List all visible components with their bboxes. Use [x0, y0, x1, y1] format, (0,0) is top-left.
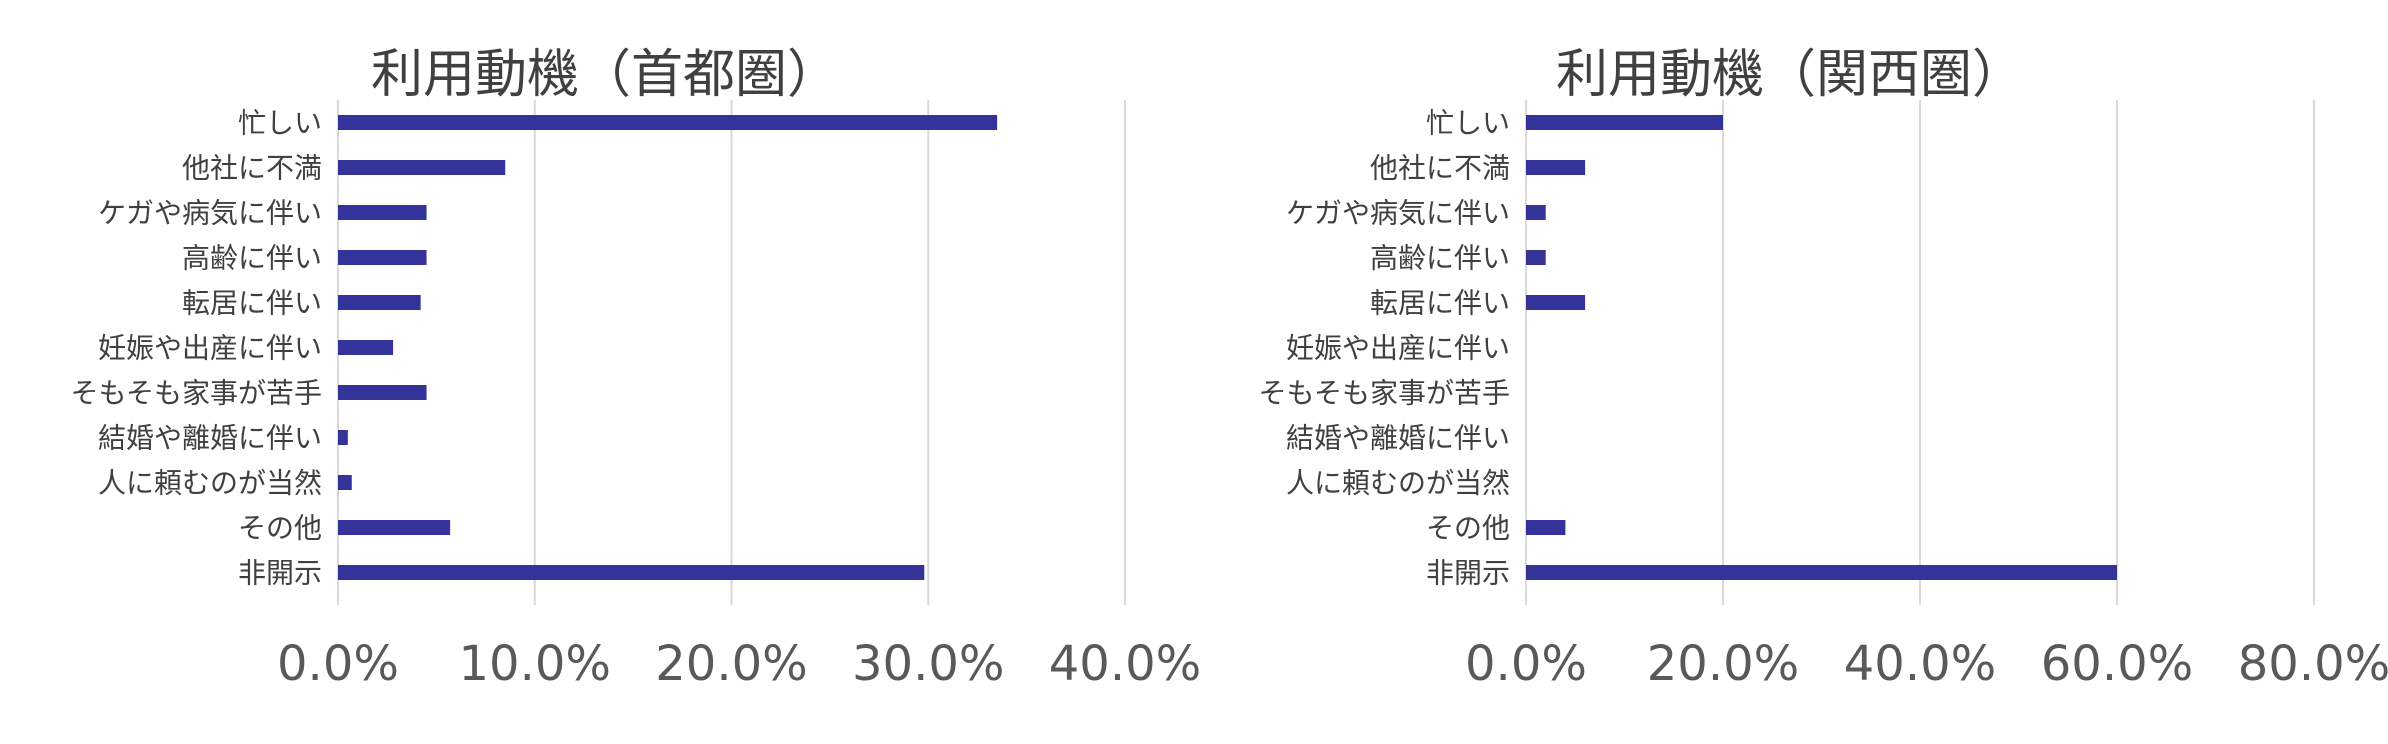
- category-label: 人に頼むのが当然: [1286, 467, 1510, 500]
- chart-title: 利用動機（首都圏）: [371, 45, 839, 105]
- bar: [338, 475, 352, 490]
- category-label: その他: [238, 512, 322, 545]
- category-label: ケガや病気に伴い: [98, 197, 322, 230]
- category-label: 妊娠や出産に伴い: [1286, 332, 1510, 365]
- bar: [1526, 250, 1546, 265]
- category-label: 結婚や離婚に伴い: [98, 422, 322, 455]
- bar: [1526, 565, 2117, 580]
- bar: [338, 205, 427, 220]
- category-label: 転居に伴い: [1370, 287, 1510, 320]
- category-label: 妊娠や出産に伴い: [98, 332, 322, 365]
- bar: [1526, 115, 1723, 130]
- bar: [1526, 520, 1566, 535]
- bar: [338, 295, 421, 310]
- x-tick-label: 10.0%: [459, 636, 611, 692]
- bar: [338, 385, 427, 400]
- x-tick-label: 80.0%: [2238, 636, 2388, 692]
- chart-tokyo: 利用動機（首都圏） 0.0% 10.0% 20.0% 30.0% 40.0% 忙しい他社に不…: [71, 45, 1202, 692]
- chart-kansai: 利用動機（関西圏） 0.0% 20.0% 40.0% 60.0% 80.0% 忙しい他社に不…: [1259, 45, 2388, 692]
- category-label: そもそも家事が苦手: [1259, 377, 1510, 410]
- bar: [338, 160, 506, 175]
- category-label: 忙しい: [1426, 107, 1510, 140]
- category-label: 忙しい: [238, 107, 322, 140]
- category-label: 高齢に伴い: [1370, 242, 1510, 275]
- x-tick-label: 20.0%: [1647, 636, 1799, 692]
- bar: [338, 430, 348, 445]
- bar: [338, 340, 394, 355]
- bar: [338, 250, 427, 265]
- x-tick-label: 30.0%: [852, 636, 1004, 692]
- bar: [1526, 205, 1546, 220]
- bar: [1526, 295, 1586, 310]
- category-label: 他社に不満: [1370, 152, 1510, 185]
- category-label: 非開示: [1426, 557, 1510, 590]
- category-label: ケガや病気に伴い: [1286, 197, 1510, 230]
- bar: [338, 565, 925, 580]
- category-label: 人に頼むのが当然: [98, 467, 322, 500]
- x-tick-label: 0.0%: [1465, 636, 1587, 692]
- x-tick-label: 20.0%: [655, 636, 807, 692]
- category-label: 他社に不満: [182, 152, 322, 185]
- chart-title: 利用動機（関西圏）: [1556, 45, 2024, 105]
- category-label: 転居に伴い: [182, 287, 322, 320]
- bar: [338, 520, 451, 535]
- bar: [1526, 160, 1586, 175]
- category-label: 非開示: [238, 557, 322, 590]
- category-label: その他: [1426, 512, 1510, 545]
- category-label: 結婚や離婚に伴い: [1286, 422, 1510, 455]
- x-tick-label: 60.0%: [2041, 636, 2193, 692]
- x-tick-label: 40.0%: [1844, 636, 1996, 692]
- x-tick-label: 0.0%: [277, 636, 399, 692]
- category-label: 高齢に伴い: [182, 242, 322, 275]
- bar: [338, 115, 998, 130]
- category-label: そもそも家事が苦手: [71, 377, 322, 410]
- x-tick-label: 40.0%: [1049, 636, 1201, 692]
